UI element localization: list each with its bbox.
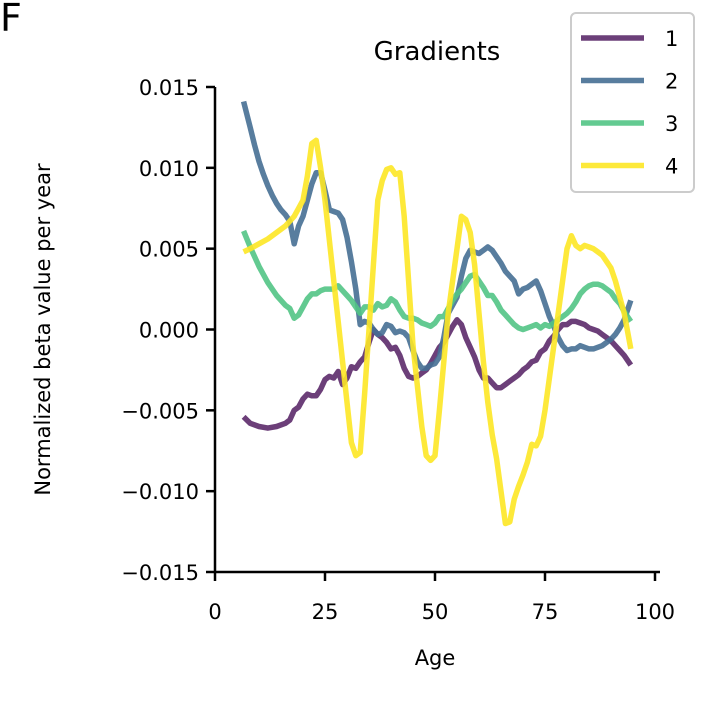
y-tick-label: −0.005 (121, 399, 199, 423)
legend-label-4: 4 (665, 155, 678, 179)
x-tick-label: 25 (312, 600, 339, 624)
x-tick-label: 75 (532, 600, 559, 624)
x-axis-title: Age (415, 646, 456, 670)
chart-title: Gradients (374, 37, 501, 67)
y-tick-label: −0.015 (121, 561, 199, 585)
axes: −0.015 −0.010 −0.005 0.000 0.005 0.010 0.015 0 2… (121, 76, 675, 624)
legend-label-3: 3 (665, 112, 678, 136)
legend-label-2: 2 (665, 70, 678, 94)
x-tick-label: 100 (635, 600, 675, 624)
y-tick-label: −0.010 (121, 480, 199, 504)
series-line-4 (242, 137, 634, 527)
legend-label-1: 1 (665, 27, 678, 51)
series-line-3 (241, 229, 634, 333)
x-tick-label: 50 (422, 600, 449, 624)
panel-label: F (0, 0, 22, 40)
series-lines (240, 100, 634, 527)
y-axis-title: Normalized beta value per year (31, 163, 55, 496)
y-tick-label: 0.015 (139, 76, 199, 100)
y-tick-label: 0.005 (139, 238, 199, 262)
y-tick-label: 0.000 (139, 319, 199, 343)
series-line-2 (240, 100, 634, 372)
y-tick-label: 0.010 (139, 157, 199, 181)
legend: 1 2 3 4 (570, 12, 695, 193)
legend-frame (570, 12, 695, 193)
x-tick-label: 0 (208, 600, 221, 624)
